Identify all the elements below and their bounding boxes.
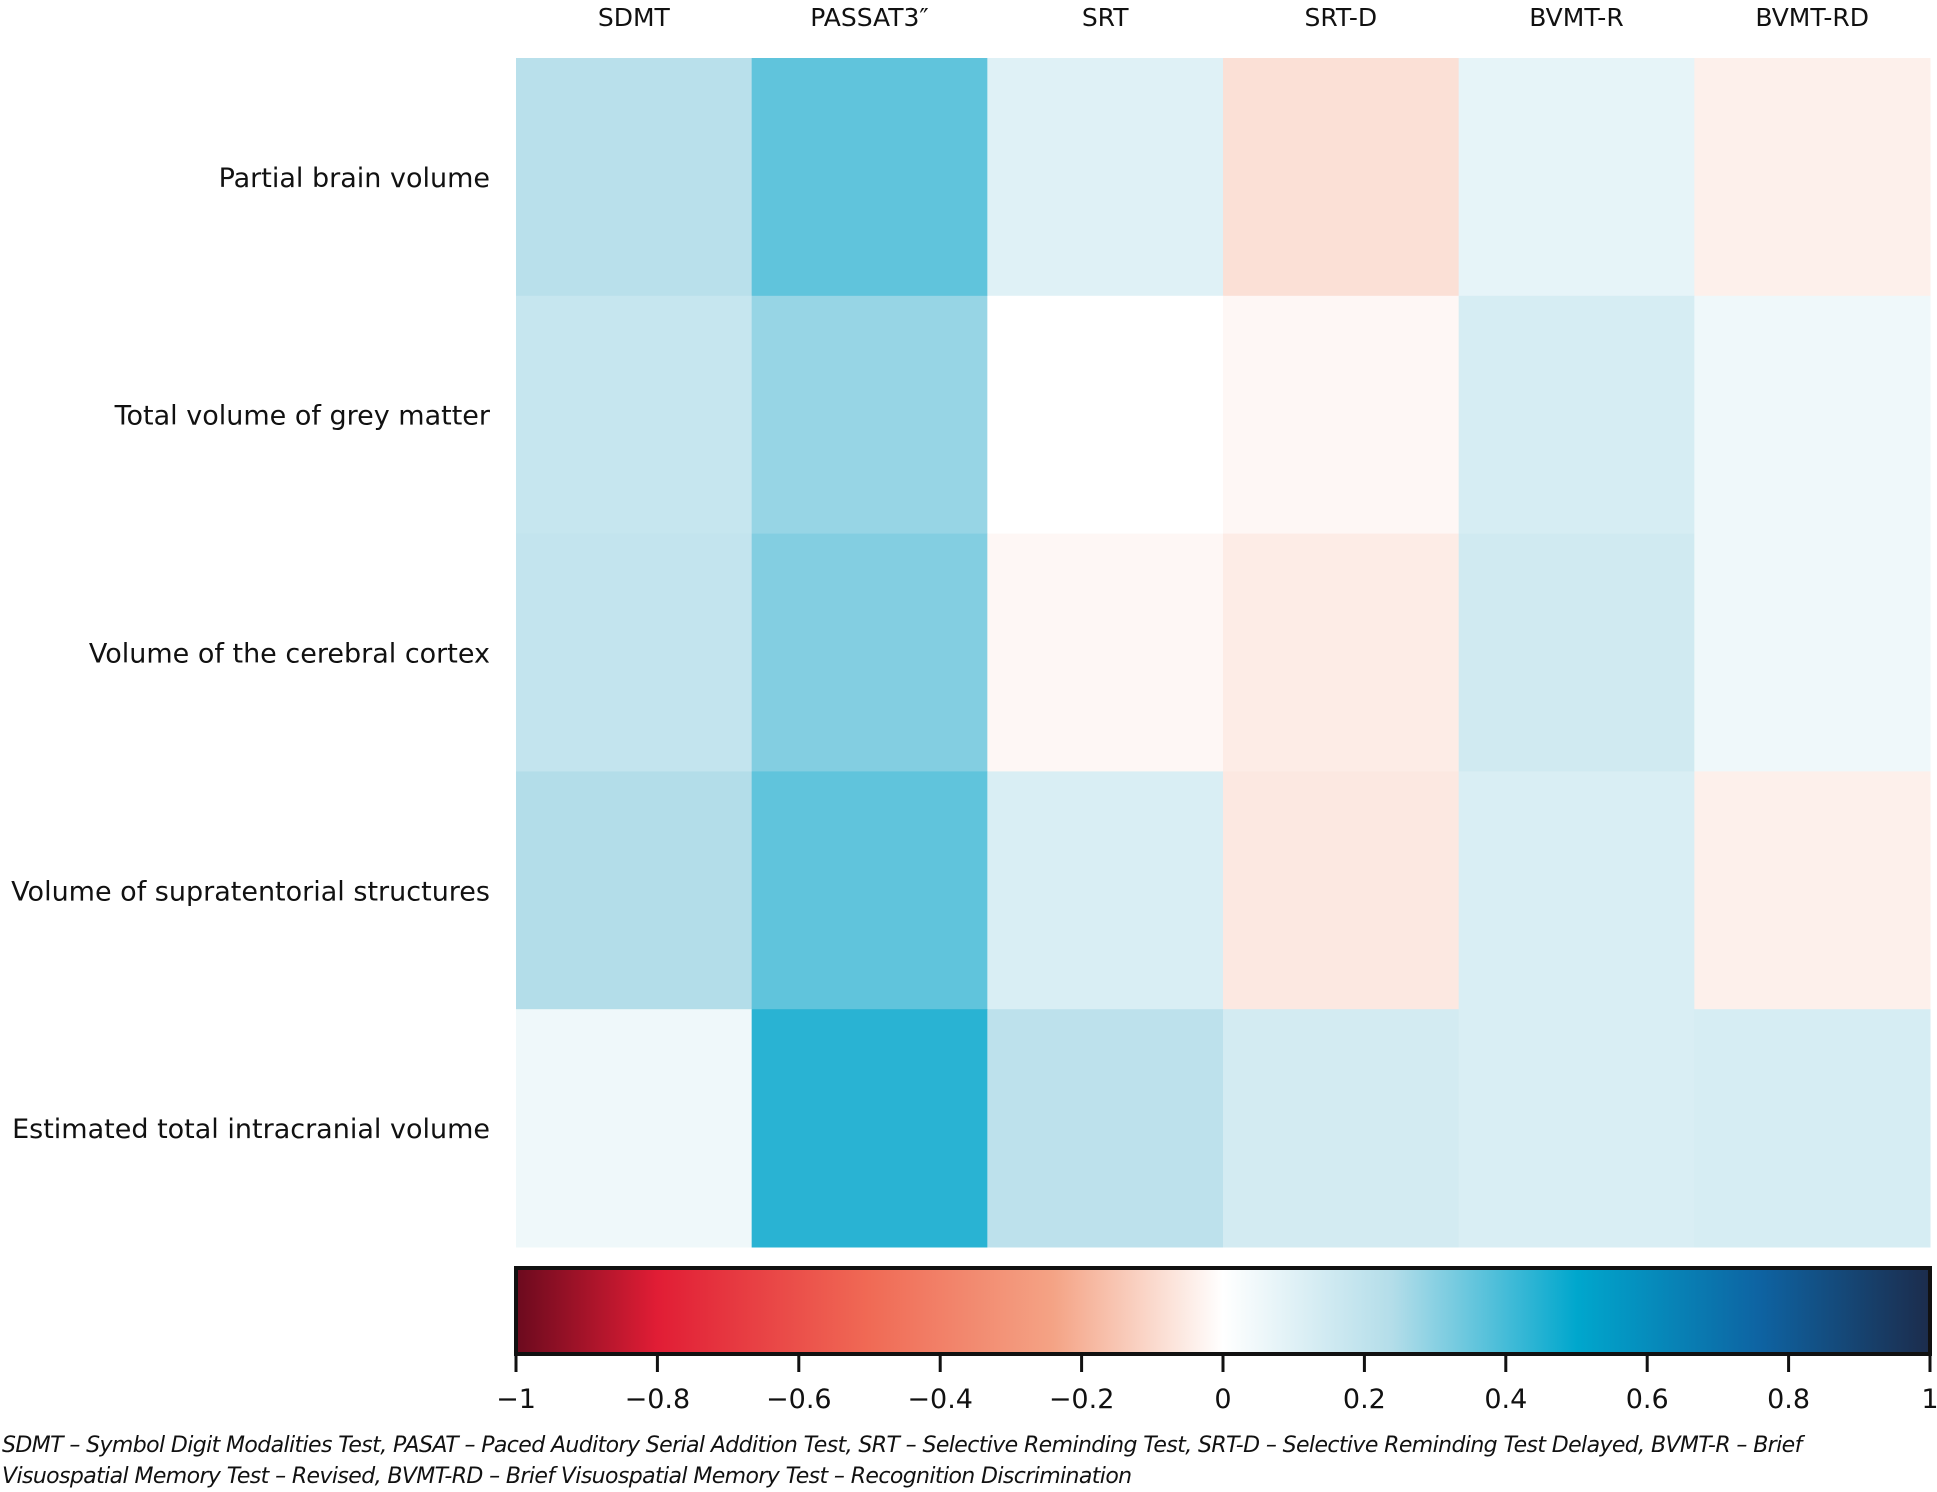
heatmap-cell [751,1009,988,1248]
heatmap-cell [1458,58,1695,297]
colorbar-tick-label: −0.2 [1049,1384,1115,1415]
colorbar-ticks: −1 −0.8 −0.6 −0.4 −0.2 0 0.2 0.4 0.6 0.8 1 [496,1354,1937,1415]
footnote-line-1: SDMT – Symbol Digit Modalities Test, PAS… [2,1433,1802,1458]
heatmap-cell [1458,771,1695,1010]
heatmap-cell [516,295,753,535]
heatmap-cell [1694,533,1931,772]
row-label: Estimated total intracranial volume [12,1114,490,1145]
colorbar-tick-label: −0.6 [766,1384,832,1415]
footnote-line-2: Visuospatial Memory Test – Revised, BVMT… [2,1464,1132,1489]
colorbar-tick-label: 0 [1214,1384,1231,1415]
heatmap-cell [1458,295,1695,535]
heatmap-cell [1694,1009,1931,1248]
colorbar-gradient [514,1266,1932,1356]
heatmap-cell [751,771,988,1010]
heatmap-cell [1458,533,1695,772]
column-label: BVMT-RD [1755,3,1869,32]
colorbar-tick-label: 0.2 [1343,1384,1386,1415]
heatmap-cell [1458,1009,1695,1248]
colorbar-tick-label: 0.8 [1767,1384,1810,1415]
heatmap-cell [987,295,1224,535]
row-label: Volume of the cerebral cortex [89,639,490,670]
heatmap-cell [987,1009,1224,1248]
heatmap-cell [516,533,753,772]
heatmap-cell [751,58,988,297]
heatmap-cell [1694,771,1931,1010]
heatmap-cells [516,58,1931,1248]
heatmap-cell [1223,1009,1460,1248]
colorbar-tick-label: −0.4 [907,1384,973,1415]
row-label: Total volume of grey matter [114,401,491,432]
heatmap-cell [1694,295,1931,535]
correlation-heatmap: SDMT PASSAT3″ SRT SRT-D BVMT-R BVMT-RD Partia… [11,3,1937,1415]
row-label: Volume of supratentorial structures [11,876,490,907]
column-label: PASSAT3″ [810,3,928,32]
colorbar [514,1266,1932,1356]
row-label: Partial brain volume [219,163,490,194]
colorbar-tick-label: −0.8 [625,1384,691,1415]
colorbar-tick-label: 0.6 [1626,1384,1669,1415]
heatmap-cell [987,58,1224,297]
colorbar-tick-label: −1 [496,1384,536,1415]
heatmap-cell [1223,533,1460,772]
column-label: SRT-D [1304,3,1377,32]
heatmap-cell [1223,295,1460,535]
column-labels: SDMT PASSAT3″ SRT SRT-D BVMT-R BVMT-RD [598,3,1869,32]
heatmap-cell [987,533,1224,772]
footnote: SDMT – Symbol Digit Modalities Test, PAS… [2,1430,1932,1492]
column-label: BVMT-R [1529,3,1623,32]
column-label: SDMT [598,3,671,32]
heatmap-cell [987,771,1224,1010]
colorbar-tick-label: 1 [1921,1384,1937,1415]
heatmap-cell [751,533,988,772]
heatmap-cell [1223,58,1460,297]
row-labels: Partial brain volume Total volume of grey… [11,163,491,1145]
column-label: SRT [1082,3,1129,32]
colorbar-tick-label: 0.4 [1484,1384,1527,1415]
heatmap-cell [516,58,753,297]
heatmap-cell [516,1009,753,1248]
heatmap-cell [516,771,753,1010]
heatmap-cell [1223,771,1460,1010]
heatmap-cell [1694,58,1931,297]
heatmap-cell [751,295,988,535]
